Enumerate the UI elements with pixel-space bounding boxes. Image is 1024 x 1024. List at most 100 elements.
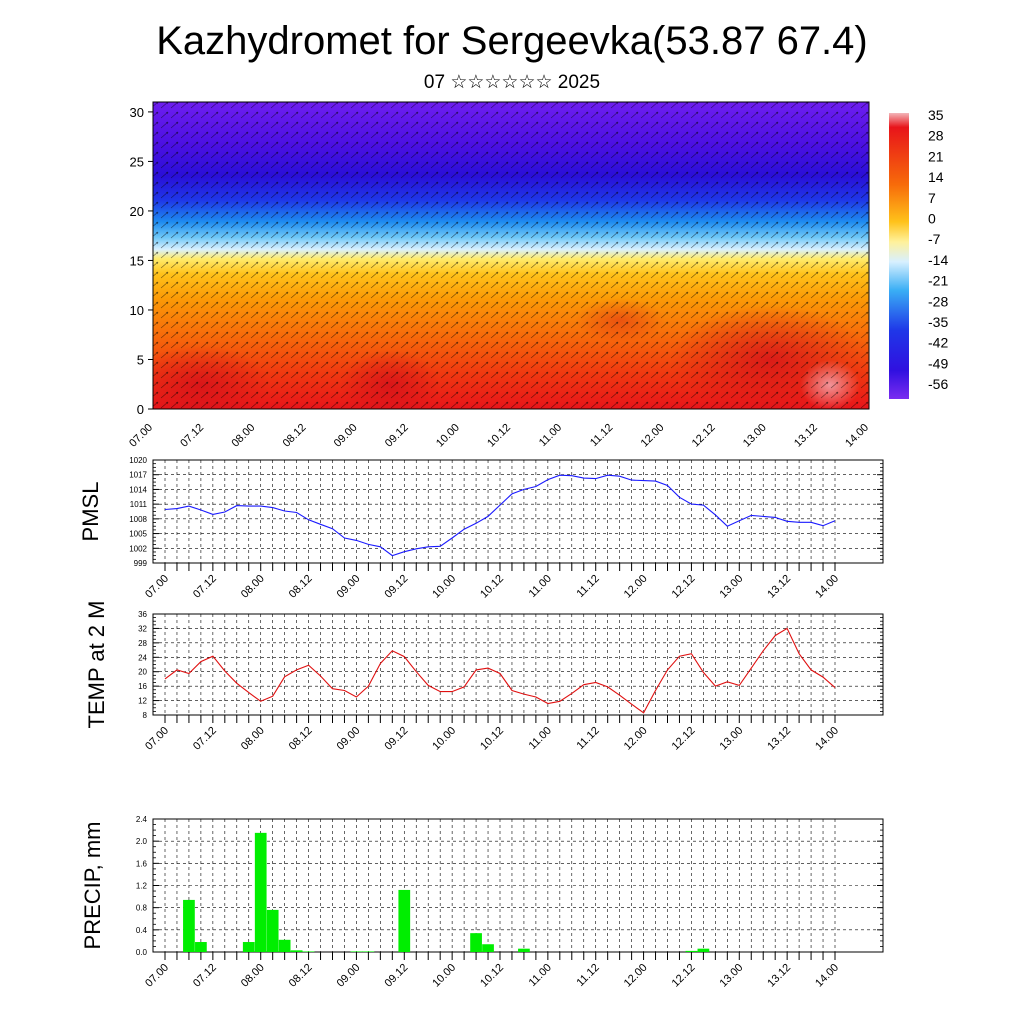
x-tick-label: 12.00	[622, 962, 650, 990]
precip-bar	[470, 933, 482, 952]
colorbar-label: 14	[928, 169, 944, 185]
y-tick-label: 1017	[129, 471, 147, 480]
colorbar-label: -28	[928, 293, 948, 309]
heatmap-x-tick-label: 13.00	[741, 422, 769, 450]
x-tick-label: 09.00	[335, 725, 363, 753]
chart-title: Kazhydromet for Sergeevka(53.87 67.4)	[156, 19, 868, 63]
x-tick-label: 09.12	[382, 573, 410, 601]
precip-bar	[685, 950, 698, 952]
x-tick-label: 11.00	[527, 573, 554, 600]
x-tick-label: 10.12	[478, 725, 506, 753]
colorbar-label: 28	[928, 128, 944, 144]
colorbar-label: -21	[928, 273, 948, 289]
x-tick-label: 10.00	[430, 962, 458, 990]
colorbar-label: -42	[928, 335, 948, 351]
heatmap-x-tick-label: 08.12	[281, 422, 309, 450]
x-tick-label: 08.00	[239, 962, 267, 990]
heatmap-x-tick-label: 08.00	[229, 422, 257, 450]
x-tick-label: 11.00	[527, 962, 554, 989]
y-tick-label: 20	[138, 668, 147, 677]
x-tick-label: 14.00	[813, 962, 841, 990]
precip-bar	[290, 950, 303, 952]
y-tick-label: 1020	[129, 456, 147, 465]
x-tick-label: 09.00	[335, 962, 363, 990]
x-tick-label: 13.00	[717, 725, 745, 753]
y-tick-label: 8	[143, 711, 148, 720]
x-tick-label: 12.12	[670, 725, 698, 753]
panel-frame	[152, 459, 884, 564]
heatmap-y-tick-label: 5	[137, 352, 144, 367]
heatmap-x-tick-label: 11.12	[588, 422, 615, 449]
precip-bar	[195, 942, 207, 952]
x-tick-label: 10.12	[478, 573, 506, 601]
wind-vector-overlay	[153, 102, 869, 409]
y-tick-label: 24	[138, 653, 147, 662]
heatmap-x-tick-label: 11.00	[537, 422, 564, 449]
precip-bar	[242, 942, 255, 952]
x-tick-label: 10.00	[430, 725, 458, 753]
precip-bar	[362, 951, 375, 952]
y-tick-label: 16	[138, 682, 147, 691]
colorbar-label: 7	[928, 190, 936, 206]
x-tick-label: 11.12	[574, 962, 601, 989]
heatmap-panel: 0 5 10 15 20 25 30 07.00 07.12 08.00 08.12 09.00 09…	[127, 101, 871, 450]
x-tick-label: 08.12	[287, 573, 315, 601]
heatmap-x-tick-label: 13.12	[792, 422, 820, 450]
heatmap-y-tick-label: 0	[137, 402, 144, 417]
y-tick-label: 1.6	[136, 859, 148, 868]
precipitation-panel: 0.0 0.4 0.8 1.2 1.6 2.0 2.4 07.00 07.12 08.00 08.1…	[80, 815, 884, 990]
precip-bar	[278, 939, 291, 952]
pmsl-line	[164, 474, 836, 557]
precip-bar	[183, 899, 195, 952]
y-axis-title: TEMP at 2 M	[84, 601, 109, 729]
x-tick-label: 12.12	[670, 962, 698, 990]
y-axis-title: PMSL	[78, 482, 103, 542]
heatmap-frame	[152, 101, 870, 410]
x-tick-label: 07.12	[191, 725, 219, 753]
colorbar-label: -49	[928, 355, 948, 371]
precip-bar	[350, 951, 363, 952]
y-axis-title: PRECIP, mm	[80, 822, 105, 950]
x-tick-label: 07.12	[191, 962, 219, 990]
heatmap-x-tick-label: 07.12	[178, 422, 206, 450]
precip-bar	[482, 944, 494, 952]
x-tick-label: 09.00	[335, 573, 363, 601]
y-tick-label: 0.0	[136, 948, 148, 957]
x-tick-label: 11.00	[527, 725, 554, 752]
heatmap-x-tick-label: 10.00	[434, 422, 462, 450]
y-tick-label: 1014	[129, 485, 147, 494]
y-tick-label: 1008	[129, 515, 147, 524]
y-tick-label: 12	[138, 697, 147, 706]
x-tick-label: 07.00	[143, 725, 171, 753]
colorbar-labels: 35 28 21 14 7 0 -7 -14 -21 -28 -35 -42 -49 -56	[928, 107, 948, 392]
x-tick-label: 11.12	[574, 573, 601, 600]
y-tick-label: 0.4	[136, 926, 148, 935]
x-tick-label: 07.00	[143, 573, 171, 601]
x-tick-label: 08.00	[239, 725, 267, 753]
y-tick-label: 1005	[129, 530, 147, 539]
colorbar-ramp	[889, 113, 909, 399]
x-tick-label: 10.12	[478, 962, 506, 990]
precip-bar	[254, 832, 267, 952]
heatmap-x-tick-label: 10.12	[485, 422, 513, 450]
heatmap-x-tick-label: 12.12	[690, 422, 718, 450]
heatmap-x-axis: 07.00 07.12 08.00 08.12 09.00 09.12 10.00 10.12…	[127, 422, 871, 450]
y-tick-label: 32	[138, 624, 147, 633]
heatmap-y-tick-label: 15	[130, 253, 144, 268]
colorbar: 35 28 21 14 7 0 -7 -14 -21 -28 -35 -42 -49 -56	[889, 107, 948, 399]
x-tick-label: 11.12	[574, 725, 601, 752]
precip-bar	[398, 889, 411, 952]
y-tick-label: 0.8	[136, 904, 148, 913]
x-tick-label: 08.12	[287, 962, 315, 990]
x-tick-label: 10.00	[430, 573, 458, 601]
y-tick-label: 36	[138, 610, 147, 619]
x-tick-label: 08.00	[239, 573, 267, 601]
y-tick-label: 2.4	[136, 815, 148, 824]
heatmap-x-tick-label: 09.12	[383, 422, 411, 450]
y-tick-label: 1002	[129, 544, 147, 553]
x-tick-label: 13.12	[765, 573, 793, 601]
heatmap-x-tick-label: 12.00	[639, 422, 667, 450]
y-tick-label: 1.2	[136, 882, 148, 891]
x-tick-label: 13.12	[765, 725, 793, 753]
